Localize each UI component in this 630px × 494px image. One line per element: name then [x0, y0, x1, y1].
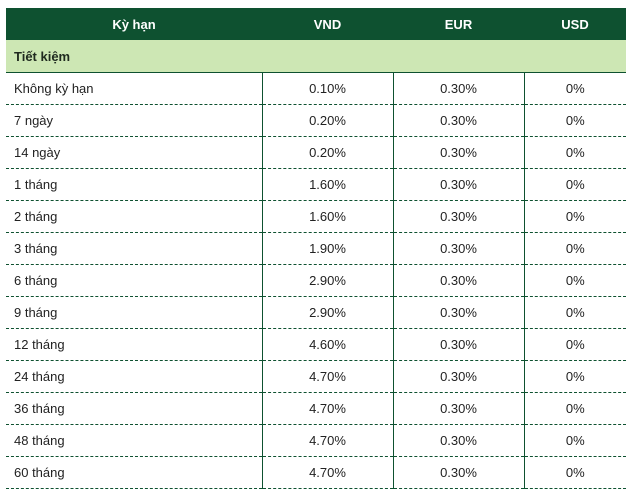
cell-usd: 0%: [524, 296, 626, 329]
cell-usd: 0%: [524, 232, 626, 265]
cell-term: 60 tháng: [6, 456, 263, 489]
table-row: 24 tháng 4.70% 0.30% 0%: [6, 360, 626, 393]
table-row: 60 tháng 4.70% 0.30% 0%: [6, 456, 626, 489]
cell-vnd: 0.20%: [262, 136, 394, 169]
cell-usd: 0%: [524, 136, 626, 169]
cell-term: 3 tháng: [6, 232, 263, 265]
table-row: 1 tháng 1.60% 0.30% 0%: [6, 168, 626, 201]
cell-eur: 0.30%: [393, 72, 525, 105]
cell-term: 12 tháng: [6, 328, 263, 361]
cell-term: 48 tháng: [6, 424, 263, 457]
cell-eur: 0.30%: [393, 424, 525, 457]
cell-term: 6 tháng: [6, 264, 263, 297]
cell-eur: 0.30%: [393, 264, 525, 297]
table-row: 14 ngày 0.20% 0.30% 0%: [6, 136, 626, 169]
cell-vnd: 0.20%: [262, 104, 394, 137]
cell-vnd: 1.60%: [262, 200, 394, 233]
cell-eur: 0.30%: [393, 392, 525, 425]
cell-vnd: 4.70%: [262, 456, 394, 489]
header-term: Kỳ hạn: [6, 8, 262, 40]
cell-eur: 0.30%: [393, 168, 525, 201]
header-usd: USD: [524, 8, 626, 40]
table-row: 6 tháng 2.90% 0.30% 0%: [6, 264, 626, 297]
section-row: Tiết kiệm: [6, 40, 626, 73]
cell-vnd: 4.70%: [262, 424, 394, 457]
table-body: Tiết kiệm Không kỳ hạn 0.10% 0.30% 0% 7 ngày…: [6, 40, 626, 489]
cell-usd: 0%: [524, 328, 626, 361]
cell-usd: 0%: [524, 72, 626, 105]
cell-vnd: 0.10%: [262, 72, 394, 105]
cell-term: 2 tháng: [6, 200, 263, 233]
cell-eur: 0.30%: [393, 328, 525, 361]
header-vnd: VND: [262, 8, 393, 40]
table-row: 36 tháng 4.70% 0.30% 0%: [6, 392, 626, 425]
cell-term: 14 ngày: [6, 136, 263, 169]
cell-usd: 0%: [524, 264, 626, 297]
cell-eur: 0.30%: [393, 232, 525, 265]
cell-vnd: 4.60%: [262, 328, 394, 361]
cell-eur: 0.30%: [393, 104, 525, 137]
header-eur: EUR: [393, 8, 524, 40]
cell-usd: 0%: [524, 200, 626, 233]
cell-term: 24 tháng: [6, 360, 263, 393]
cell-vnd: 1.90%: [262, 232, 394, 265]
section-label: Tiết kiệm: [6, 40, 626, 73]
table-row: 12 tháng 4.60% 0.30% 0%: [6, 328, 626, 361]
table-row: 7 ngày 0.20% 0.30% 0%: [6, 104, 626, 137]
table-row: 48 tháng 4.70% 0.30% 0%: [6, 424, 626, 457]
cell-eur: 0.30%: [393, 136, 525, 169]
header-row: Kỳ hạn VND EUR USD: [6, 8, 626, 40]
cell-vnd: 2.90%: [262, 264, 394, 297]
table-row: 9 tháng 2.90% 0.30% 0%: [6, 296, 626, 329]
cell-eur: 0.30%: [393, 200, 525, 233]
cell-term: 36 tháng: [6, 392, 263, 425]
rates-table-container: Kỳ hạn VND EUR USD Tiết kiệm Không kỳ hạ…: [6, 8, 626, 489]
cell-vnd: 4.70%: [262, 392, 394, 425]
table-header: Kỳ hạn VND EUR USD: [6, 8, 626, 40]
table-row: 3 tháng 1.90% 0.30% 0%: [6, 232, 626, 265]
cell-vnd: 4.70%: [262, 360, 394, 393]
cell-usd: 0%: [524, 360, 626, 393]
cell-usd: 0%: [524, 168, 626, 201]
cell-eur: 0.30%: [393, 296, 525, 329]
table-row: Không kỳ hạn 0.10% 0.30% 0%: [6, 72, 626, 105]
cell-eur: 0.30%: [393, 456, 525, 489]
cell-vnd: 1.60%: [262, 168, 394, 201]
cell-usd: 0%: [524, 392, 626, 425]
table-row: 2 tháng 1.60% 0.30% 0%: [6, 200, 626, 233]
cell-eur: 0.30%: [393, 360, 525, 393]
cell-usd: 0%: [524, 424, 626, 457]
cell-usd: 0%: [524, 456, 626, 489]
cell-usd: 0%: [524, 104, 626, 137]
interest-rates-table: Kỳ hạn VND EUR USD Tiết kiệm Không kỳ hạ…: [6, 8, 626, 489]
cell-vnd: 2.90%: [262, 296, 394, 329]
cell-term: 1 tháng: [6, 168, 263, 201]
cell-term: Không kỳ hạn: [6, 72, 263, 105]
cell-term: 7 ngày: [6, 104, 263, 137]
cell-term: 9 tháng: [6, 296, 263, 329]
